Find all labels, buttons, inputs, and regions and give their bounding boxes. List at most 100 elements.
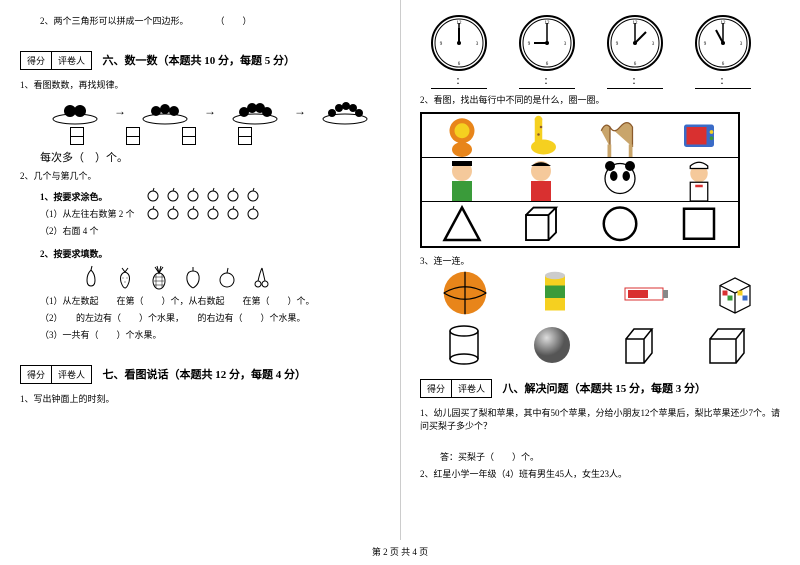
- lion-icon: [437, 117, 487, 155]
- q8-2: 2、红星小学一年级（4）班有男生45人，女生23人。: [420, 467, 780, 480]
- circle-icon: [595, 205, 645, 243]
- fruits-row: [80, 264, 380, 290]
- table-row: [422, 158, 738, 202]
- can-icon: [530, 273, 580, 313]
- girl-icon: [516, 161, 566, 199]
- svg-text:6: 6: [458, 62, 461, 67]
- apple-icon: [225, 186, 241, 202]
- apple-grid: [145, 186, 261, 220]
- clock-time-blank: ：: [519, 74, 575, 89]
- score-box-8: 得分 评卷人: [420, 379, 492, 398]
- svg-text:6: 6: [546, 62, 549, 67]
- strawberry-icon: [114, 264, 136, 290]
- giraffe-icon: [516, 117, 566, 155]
- svg-text:12: 12: [633, 21, 639, 26]
- svg-text:9: 9: [616, 42, 619, 47]
- apple-icon: [216, 264, 238, 290]
- q6-1-text: 每次多（ ）个。: [40, 149, 380, 165]
- cherry-icon: [250, 264, 272, 290]
- panda-icon: [595, 161, 645, 199]
- svg-text:9: 9: [704, 42, 707, 47]
- chef-icon: [674, 161, 724, 199]
- apple-icon: [205, 204, 221, 220]
- score-label: 得分: [21, 52, 52, 69]
- svg-text:9: 9: [440, 42, 443, 47]
- clock-icon: 12369: [518, 14, 576, 72]
- connect-top-row: [440, 273, 780, 313]
- score-box-6: 得分 评卷人: [20, 51, 92, 70]
- peach-icon: [182, 264, 204, 290]
- cylinder-icon: [440, 323, 488, 367]
- svg-text:3: 3: [564, 42, 567, 47]
- count-box: [70, 127, 84, 145]
- q6-2-1b: （2）右面 4 个: [40, 224, 135, 237]
- q2-5: 2、两个三角形可以拼成一个四边形。 （ ）: [40, 14, 380, 27]
- clock-time-blank: ：: [607, 74, 663, 89]
- clock-2: 12369 ：: [518, 14, 576, 89]
- right-column: 12 3 6 9 ： 12 3 6 9 ： 12 3 6 9 ： 12 3 6 9 ： 2、看图，找出每…: [400, 0, 800, 540]
- apple-icon: [185, 204, 201, 220]
- q7-1: 1、写出钟面上的时刻。: [20, 392, 380, 405]
- q6-2-2b: （2） 的左边有（ ）个水果， 的右边有（ ）个水果。: [40, 311, 380, 324]
- q7-2: 2、看图，找出每行中不同的是什么，圈一圈。: [420, 93, 780, 106]
- boxes-row: [70, 127, 380, 145]
- q7-3: 3、连一连。: [420, 254, 780, 267]
- clock-time-blank: ：: [431, 74, 487, 89]
- svg-text:12: 12: [457, 21, 463, 26]
- cuboid-icon: [704, 323, 752, 367]
- svg-text:3: 3: [740, 42, 743, 47]
- q8-1-ans: 答：买梨子（ ）个。: [440, 450, 780, 463]
- pineapple-icon: [148, 264, 170, 290]
- tv-icon: [674, 117, 724, 155]
- svg-text:6: 6: [634, 62, 637, 67]
- svg-text:3: 3: [476, 42, 479, 47]
- arrow-icon: →: [204, 104, 216, 119]
- arrow-icon: →: [294, 104, 306, 119]
- apple-icon: [245, 186, 261, 202]
- plate-2: [140, 97, 190, 125]
- clock-1: 12 3 6 9 ：: [430, 14, 488, 89]
- svg-text:6: 6: [722, 62, 725, 67]
- count-box: [126, 127, 140, 145]
- plates-row: → → →: [50, 97, 380, 125]
- apple-icon: [165, 186, 181, 202]
- triangle-icon: [437, 205, 487, 243]
- q6-2-2c: （3）一共有（ ）个水果。: [40, 328, 380, 341]
- plate-4: [320, 97, 370, 125]
- svg-text:12: 12: [721, 21, 727, 26]
- svg-text:3: 3: [652, 42, 655, 47]
- cube-icon: [616, 323, 664, 367]
- svg-text:12: 12: [545, 21, 551, 26]
- clock-icon: 12 3 6 9: [606, 14, 664, 72]
- apple-icon: [165, 204, 181, 220]
- apple-icon: [185, 186, 201, 202]
- plate-1: [50, 97, 100, 125]
- q6-2-2: 2、按要求填数。: [40, 247, 380, 260]
- grader-label: 评卷人: [52, 366, 91, 383]
- rubiks-cube-icon: [710, 273, 760, 313]
- section-8-title: 八、解决问题（本题共 15 分，每题 3 分）: [503, 383, 707, 395]
- section-7-title: 七、看图说话（本题共 12 分，每题 4 分）: [103, 369, 307, 381]
- pear-icon: [80, 264, 102, 290]
- apple-icon: [205, 186, 221, 202]
- apple-icon: [225, 204, 241, 220]
- apple-icon: [145, 186, 161, 202]
- score-box-7: 得分 评卷人: [20, 365, 92, 384]
- plate-3: [230, 97, 280, 125]
- clock-icon: 12 3 6 9: [430, 14, 488, 72]
- q6-2: 2、几个与第几个。: [20, 169, 380, 182]
- count-box: [182, 127, 196, 145]
- camel-icon: [595, 117, 645, 155]
- count-box: [238, 127, 252, 145]
- q6-1: 1、看图数数，再找规律。: [20, 78, 380, 91]
- left-column: 2、两个三角形可以拼成一个四边形。 （ ） 得分 评卷人 六、数一数（本题共 1…: [0, 0, 400, 540]
- cuboid-icon: [516, 205, 566, 243]
- clock-time-blank: ：: [695, 74, 751, 89]
- apple-icon: [145, 204, 161, 220]
- grader-label: 评卷人: [452, 380, 491, 397]
- square-icon: [674, 205, 724, 243]
- grader-label: 评卷人: [52, 52, 91, 69]
- apple-icon: [245, 204, 261, 220]
- arrow-icon: →: [114, 104, 126, 119]
- q6-2-2a: （1）从左数起 在第（ ）个，从右数起 在第（ ）个。: [40, 294, 380, 307]
